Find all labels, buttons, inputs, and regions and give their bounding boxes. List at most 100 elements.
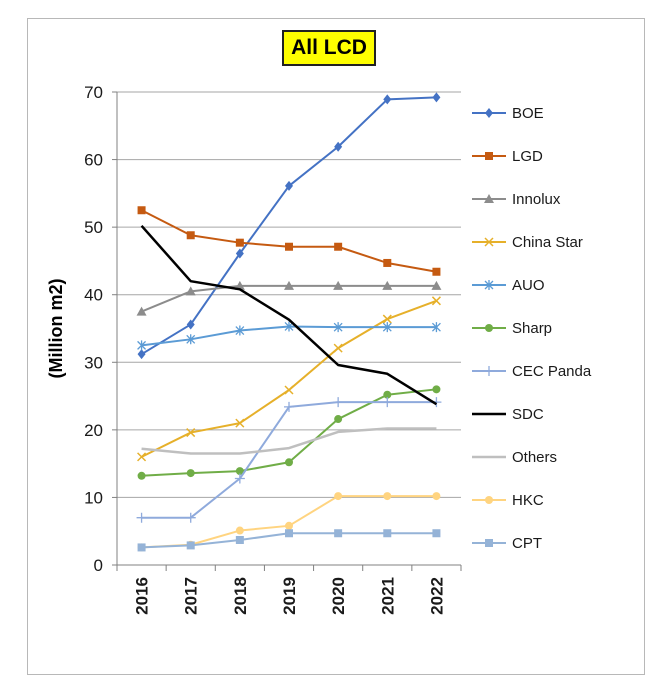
data-point [334,529,343,538]
y-tick-label: 30 [84,353,103,372]
legend-marker [484,194,494,203]
data-point [431,322,441,333]
legend-swatch [472,412,506,416]
series-line-sdc [140,224,438,406]
series-line-lgd [141,209,437,273]
y-tick-label: 60 [84,151,103,170]
data-point [235,526,244,535]
legend-item-sdc: SDC [472,404,544,424]
legend-swatch [472,108,506,118]
legend-swatch [472,194,506,203]
legend-label: CEC Panda [512,362,592,380]
data-point [284,401,294,412]
data-point [137,206,146,215]
legend-item-auo: AUO [472,275,545,295]
data-point [333,343,343,353]
series-cec-panda [136,397,442,523]
data-point [333,322,343,333]
data-point [235,535,244,544]
legend-item-boe: BOE [472,103,544,123]
data-point [235,238,244,247]
series-cpt [137,529,441,552]
series-auo [137,321,441,351]
legend-label: Others [512,448,558,466]
data-point [186,469,195,478]
legend-swatch [472,539,506,547]
y-tick-label: 40 [84,286,103,305]
data-point [431,296,441,306]
legend-label: LGD [512,147,543,165]
data-point [235,467,244,476]
legend-item-cec-panda: CEC Panda [472,361,591,381]
legend-marker [485,108,493,118]
series-line-boe [141,96,437,356]
legend-swatch [472,496,506,504]
data-point [284,280,294,290]
data-point [137,471,146,480]
data-point [186,428,196,438]
data-point [432,385,441,394]
legend-label: Innolux [512,190,561,208]
data-point [382,397,393,408]
data-point [185,286,196,296]
data-point [285,521,293,530]
data-point [137,340,147,351]
data-point [234,473,245,484]
legend-label: HKC [512,491,544,509]
legend-marker [484,280,494,290]
series-hkc [137,492,441,552]
data-point [432,267,441,276]
data-point [333,280,344,290]
legend-marker [485,324,493,332]
x-tick-label: 2020 [329,577,348,615]
legend-item-innolux: Innolux [472,189,560,209]
data-point [432,92,441,103]
data-point [285,242,293,251]
data-point [432,529,441,538]
x-tick-label: 2019 [280,577,299,615]
series-line-others [141,427,437,455]
data-point [382,314,392,324]
data-point [235,248,244,259]
legend-label: CPT [512,534,542,552]
data-point [382,280,393,290]
x-tick-label: 2016 [133,577,152,615]
data-point [285,529,293,538]
legend-marker [484,366,494,376]
data-point [334,141,343,152]
x-tick-label: 2022 [427,577,446,615]
legend-item-lgd: LGD [472,146,543,166]
legend-swatch [472,280,506,290]
data-point [186,334,196,345]
series-innolux [136,280,442,316]
series-china-star [137,296,441,462]
series-line-hkc [141,495,437,549]
legend-item-hkc: HKC [472,490,544,510]
legend-marker [485,496,493,504]
data-point [383,94,392,105]
y-tick-label: 10 [84,488,103,507]
data-point [383,529,392,538]
data-point [334,242,343,251]
data-point [284,385,294,395]
data-point [137,543,146,552]
data-point [186,541,195,550]
data-point [432,492,441,501]
series-sdc [140,224,438,406]
legend-label: China Star [512,233,583,251]
legend-swatch [472,366,506,376]
series-sharp [137,385,441,480]
data-point [136,512,147,523]
data-point [186,319,195,330]
legend-swatch [472,152,506,160]
legend-swatch [472,455,506,459]
legend-marker [485,539,493,547]
data-point [285,458,293,467]
legend-item-others: Others [472,447,557,467]
x-tick-label: 2018 [231,577,250,615]
y-tick-label: 0 [94,556,103,575]
legend-label: SDC [512,405,544,423]
data-point [334,415,343,424]
series-boe [137,92,441,360]
